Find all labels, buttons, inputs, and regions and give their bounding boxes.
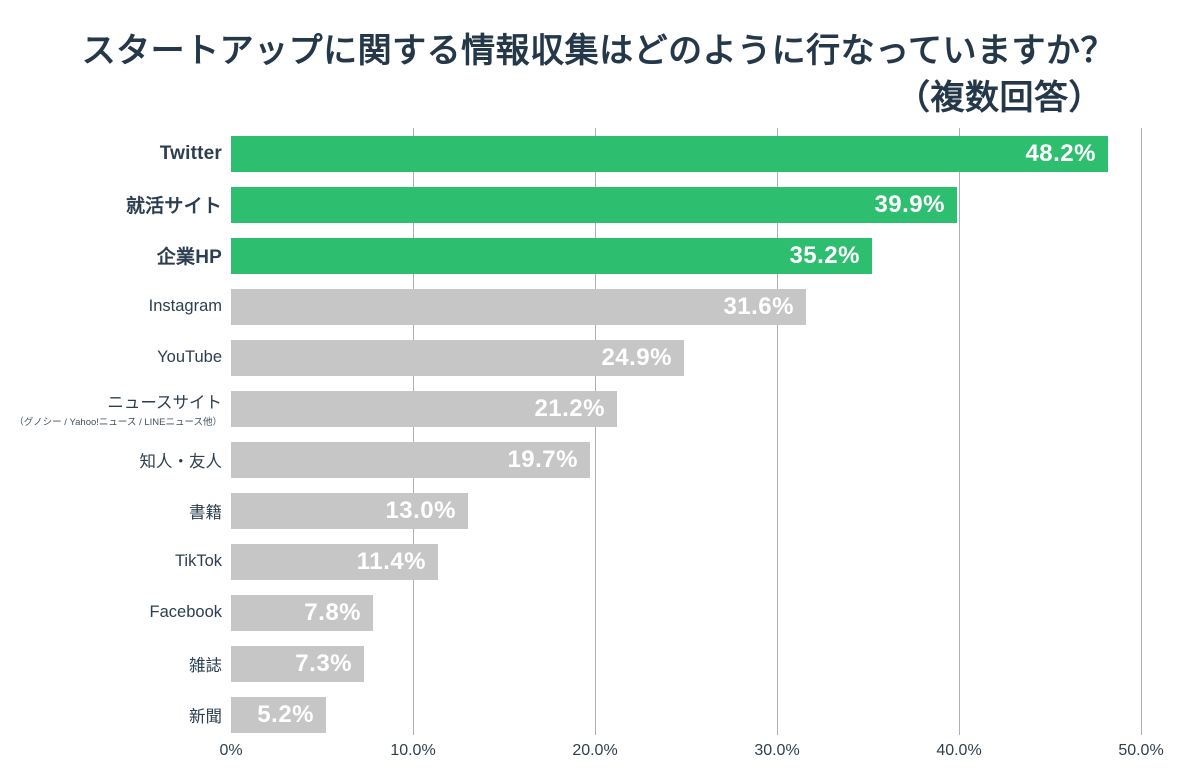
category-label-YouTube: YouTube — [0, 332, 222, 383]
bar-TikTok: 11.4% — [231, 544, 438, 580]
category-label-text: ニュースサイト — [107, 394, 222, 412]
bar-value-label: 21.2% — [534, 395, 605, 422]
category-label-text: Instagram — [148, 297, 222, 315]
bar-Facebook: 7.8% — [231, 595, 373, 631]
x-gridline-50.0% — [1141, 128, 1142, 735]
bar-ニュースサイト: 21.2% — [231, 391, 617, 427]
category-label-text: TikTok — [174, 552, 222, 570]
bar-書籍: 13.0% — [231, 493, 468, 529]
x-gridline-40.0% — [959, 128, 960, 735]
chart-title-line2: （複数回答） — [896, 78, 1103, 117]
x-gridline-30.0% — [777, 128, 778, 735]
category-label-text: 企業HP — [156, 247, 222, 268]
bar-value-label: 5.2% — [257, 701, 314, 728]
x-axis-tick-label: 30.0% — [754, 742, 800, 759]
bar-value-label: 35.2% — [789, 242, 860, 269]
category-label-Facebook: Facebook — [0, 587, 222, 638]
bar-value-label: 11.4% — [356, 548, 426, 575]
category-label-text: 雑誌 — [189, 656, 222, 675]
category-label-就活サイト: 就活サイト — [0, 179, 222, 230]
bar-value-label: 24.9% — [601, 344, 672, 371]
bar-value-label: 48.2% — [1025, 140, 1096, 167]
x-axis-tick-label: 20.0% — [572, 742, 618, 759]
bar-value-label: 39.9% — [874, 191, 945, 218]
bar-value-label: 13.0% — [385, 497, 456, 524]
bar-Twitter: 48.2% — [231, 136, 1108, 172]
category-label-text: 書籍 — [189, 503, 222, 522]
category-label-text: 知人・友人 — [139, 452, 223, 471]
category-label-書籍: 書籍 — [0, 485, 222, 536]
category-label-text: Twitter — [159, 142, 222, 164]
category-label-text: YouTube — [157, 348, 222, 366]
chart-title: スタートアップに関する情報収集はどのように行なっていますか？ （複数回答） — [0, 28, 1115, 122]
category-label-TikTok: TikTok — [0, 536, 222, 587]
category-label-text: 就活サイト — [125, 196, 222, 217]
category-label-Twitter: Twitter — [0, 128, 222, 179]
x-axis-tick-label: 40.0% — [936, 742, 982, 759]
bar-雑誌: 7.3% — [231, 646, 364, 682]
bar-YouTube: 24.9% — [231, 340, 684, 376]
x-axis-tick-label: 10.0% — [390, 742, 436, 759]
category-label-雑誌: 雑誌 — [0, 638, 222, 689]
bar-value-label: 7.8% — [304, 599, 361, 626]
x-gridline-20.0% — [595, 128, 596, 735]
bar-知人・友人: 19.7% — [231, 442, 590, 478]
bar-value-label: 19.7% — [507, 446, 578, 473]
category-label-ニュースサイト: ニュースサイト （グノシー / Yahoo!ニュース / LINEニュース他） — [0, 383, 222, 434]
category-sublabel-text: （グノシー / Yahoo!ニュース / LINEニュース他） — [14, 417, 222, 428]
bar-value-label: 7.3% — [295, 650, 352, 677]
category-label-新聞: 新聞 — [0, 689, 222, 740]
x-axis-tick-label: 50.0% — [1118, 742, 1164, 759]
chart-title-line1: スタートアップに関する情報収集はどのように行なっていますか？ — [81, 32, 1115, 70]
category-label-Instagram: Instagram — [0, 281, 222, 332]
category-label-企業HP: 企業HP — [0, 230, 222, 281]
category-label-text: 新聞 — [189, 707, 222, 726]
bar-Instagram: 31.6% — [231, 289, 806, 325]
bar-value-label: 31.6% — [723, 293, 794, 320]
category-label-知人・友人: 知人・友人 — [0, 434, 223, 485]
x-axis-tick-label: 0% — [219, 742, 243, 759]
bar-新聞: 5.2% — [231, 697, 326, 733]
bar-企業HP: 35.2% — [231, 238, 872, 274]
category-label-text: Facebook — [149, 603, 222, 621]
x-gridline-10.0% — [413, 128, 414, 735]
bar-就活サイト: 39.9% — [231, 187, 957, 223]
